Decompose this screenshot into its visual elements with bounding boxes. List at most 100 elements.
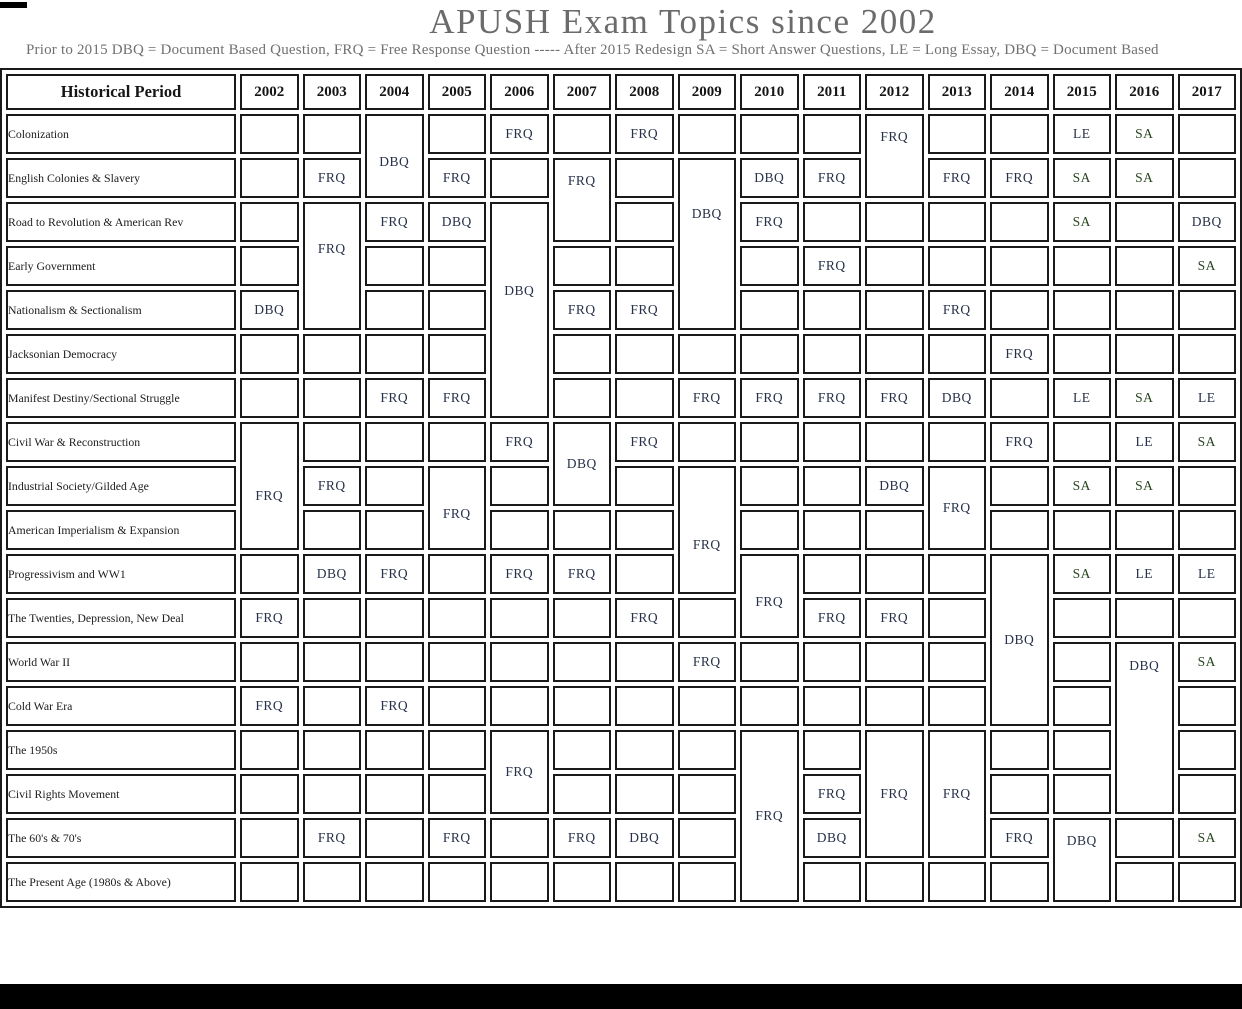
cell-2012-r14: FRQ (865, 730, 924, 858)
cell-2017-r14 (1177, 730, 1236, 770)
cell-2008-r12 (615, 642, 674, 682)
cell-2013-r11 (927, 598, 986, 638)
cell-2014-r1: FRQ (990, 158, 1049, 198)
cell-2014-r0 (990, 114, 1049, 154)
cell-2013-r5 (927, 334, 986, 374)
cell-2005-r14 (427, 730, 486, 770)
cell-text-frq-2009: FRQ (692, 536, 721, 552)
cell-2002-r11: FRQ (240, 598, 299, 638)
cell-2009-r13 (677, 686, 736, 726)
cell-text-frq-2008: FRQ (630, 126, 659, 141)
cell-2011-r10 (802, 554, 861, 594)
cell-2008-r13 (615, 686, 674, 726)
cell-2014-r4 (990, 290, 1049, 330)
cell-text-frq-2004: FRQ (380, 698, 409, 713)
header-row: Historical Period 2002 2003 2004 2005 2006 200… (6, 74, 1236, 110)
table-header: Historical Period 2002 2003 2004 2005 2006 200… (6, 74, 1236, 110)
cell-2005-r6: FRQ (427, 378, 486, 418)
cell-2016-r9 (1115, 510, 1174, 550)
cell-text-frq-2013: FRQ (942, 170, 971, 185)
table-row-5: Jacksonian Democracy FRQ (6, 334, 1236, 374)
cell-text-dbq-2002: DBQ (254, 302, 285, 317)
cell-text-sa-2017: SA (1197, 830, 1216, 845)
cell-2004-r8 (365, 466, 424, 506)
header-year-2007: 2007 (552, 74, 611, 110)
cell-2008-r1 (615, 158, 674, 198)
cell-2016-r1: SA (1115, 158, 1174, 198)
cell-text-frq-2012: FRQ (880, 128, 909, 144)
header-year-2014: 2014 (990, 74, 1049, 110)
cell-text-frq-2005: FRQ (442, 830, 471, 845)
cell-2016-r11 (1115, 598, 1174, 638)
row-label-17: The Present Age (1980s & Above) (6, 862, 236, 902)
cell-2002-r14 (240, 730, 299, 770)
cell-2015-r12 (1052, 642, 1111, 682)
cell-2017-r7: SA (1177, 422, 1236, 462)
cell-2005-r11 (427, 598, 486, 638)
cell-2007-r4: FRQ (552, 290, 611, 330)
cell-2009-r5 (677, 334, 736, 374)
cell-2013-r0 (927, 114, 986, 154)
cell-2004-r7 (365, 422, 424, 462)
exam-table: Historical Period 2002 2003 2004 2005 2006 200… (2, 70, 1240, 906)
cell-text-frq-2002: FRQ (255, 698, 284, 713)
cell-2004-r17 (365, 862, 424, 902)
cell-2006-r10: FRQ (490, 554, 549, 594)
cell-text-frq-2011: FRQ (817, 610, 846, 625)
cell-2009-r12: FRQ (677, 642, 736, 682)
cell-2006-r7: FRQ (490, 422, 549, 462)
header-year-2008: 2008 (615, 74, 674, 110)
cell-2015-r13 (1052, 686, 1111, 726)
cell-2006-r11 (490, 598, 549, 638)
cell-text-frq-2014: FRQ (1005, 346, 1034, 361)
cell-2002-r10 (240, 554, 299, 594)
cell-2005-r7 (427, 422, 486, 462)
cell-2005-r16: FRQ (427, 818, 486, 858)
cell-2007-r0 (552, 114, 611, 154)
cell-2010-r9 (740, 510, 799, 550)
exam-topics-table-wrap: Historical Period 2002 2003 2004 2005 2006 200… (0, 68, 1242, 908)
cell-text-sa-2015: SA (1072, 478, 1091, 493)
cell-2002-r17 (240, 862, 299, 902)
cell-2013-r3 (927, 246, 986, 286)
cell-2005-r5 (427, 334, 486, 374)
cell-2017-r0 (1177, 114, 1236, 154)
cell-2011-r1: FRQ (802, 158, 861, 198)
cell-2015-r2: SA (1052, 202, 1111, 242)
table-row-13: Cold War Era FRQ FRQ (6, 686, 1236, 726)
cell-text-sa-2016: SA (1135, 390, 1154, 405)
table-row-0: Colonization DBQ FRQ FRQ FRQ LE SA (6, 114, 1236, 198)
cell-2014-r17 (990, 862, 1049, 902)
cell-2013-r4: FRQ (927, 290, 986, 330)
cell-text-frq-2007: FRQ (567, 172, 596, 188)
page-title: APUSH Exam Topics since 2002 (429, 2, 937, 41)
cell-text-frq-2008: FRQ (630, 302, 659, 317)
row-label-10: Progressivism and WW1 (6, 554, 236, 594)
cell-text-frq-2012: FRQ (880, 390, 909, 405)
cell-2012-r8: DBQ (865, 466, 924, 506)
cell-text-frq-2010: FRQ (755, 214, 784, 229)
cell-2011-r13 (802, 686, 861, 726)
cell-2002-r12 (240, 642, 299, 682)
cell-text-frq-2007: FRQ (567, 830, 596, 845)
cell-2006-r9 (490, 510, 549, 550)
cell-2017-r13 (1177, 686, 1236, 726)
cell-2006-r13 (490, 686, 549, 726)
cell-2009-r6: FRQ (677, 378, 736, 418)
cell-text-frq-2009: FRQ (692, 390, 721, 405)
cell-2004-r10: FRQ (365, 554, 424, 594)
cell-text-frq-2006: FRQ (505, 434, 534, 449)
cell-2012-r12 (865, 642, 924, 682)
cell-2011-r11: FRQ (802, 598, 861, 638)
cell-text-frq-2012: FRQ (880, 610, 909, 625)
cell-2011-r12 (802, 642, 861, 682)
cell-2012-r2 (865, 202, 924, 242)
cell-text-sa-2016: SA (1135, 126, 1154, 141)
cell-2008-r4: FRQ (615, 290, 674, 330)
cell-2013-r10 (927, 554, 986, 594)
cell-2004-r3 (365, 246, 424, 286)
cell-2005-r12 (427, 642, 486, 682)
cell-text-frq-2004: FRQ (380, 566, 409, 581)
cell-2016-r12: DBQ (1115, 642, 1174, 814)
cell-2007-r3 (552, 246, 611, 286)
